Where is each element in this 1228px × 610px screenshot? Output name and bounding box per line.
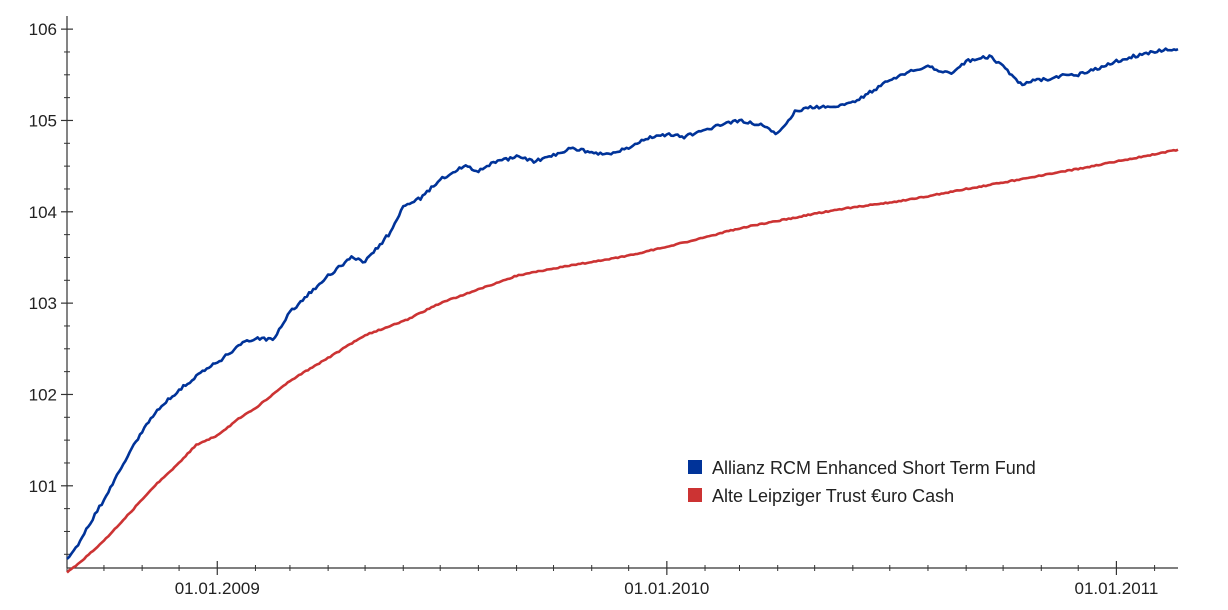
series-line-2 bbox=[66, 148, 1179, 574]
axes: 101 102 103 104 105 106 01.01.2009 01.01.2010 01… bbox=[29, 16, 1178, 598]
y-tick-label: 103 bbox=[29, 294, 57, 313]
legend-label-1: Allianz RCM Enhanced Short Term Fund bbox=[712, 458, 1036, 478]
legend-label-2: Alte Leipziger Trust €uro Cash bbox=[712, 486, 954, 506]
y-tick-label: 105 bbox=[29, 111, 57, 130]
legend-swatch-1 bbox=[688, 460, 702, 474]
y-tick-label: 102 bbox=[29, 385, 57, 404]
x-tick-label: 01.01.2010 bbox=[624, 579, 709, 598]
legend: Allianz RCM Enhanced Short Term Fund Alte… bbox=[688, 458, 1036, 506]
x-tick-label: 01.01.2009 bbox=[175, 579, 260, 598]
y-tick-label: 106 bbox=[29, 20, 57, 39]
series-line-1 bbox=[66, 47, 1179, 560]
y-tick-label: 101 bbox=[29, 477, 57, 496]
y-tick-label: 104 bbox=[29, 203, 57, 222]
series-layer bbox=[66, 47, 1179, 574]
legend-swatch-2 bbox=[688, 488, 702, 502]
x-tick-label: 01.01.2011 bbox=[1075, 579, 1159, 598]
